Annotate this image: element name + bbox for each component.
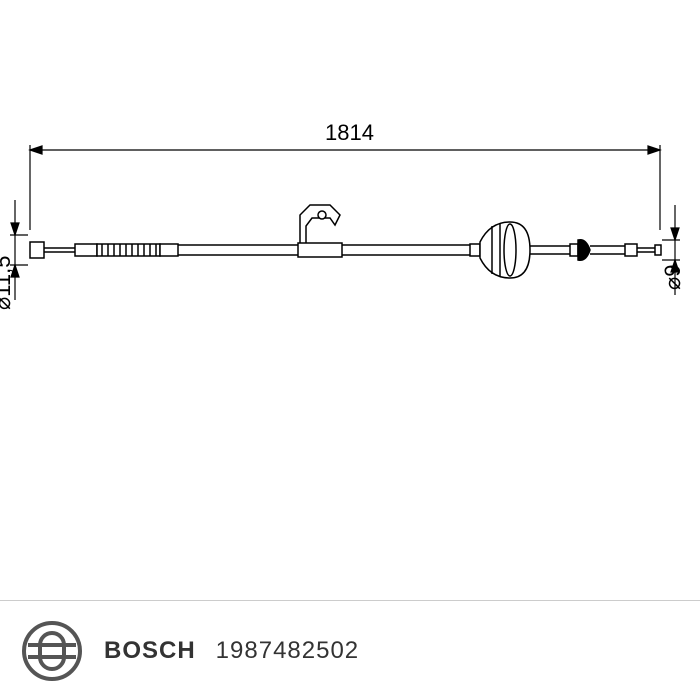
grommet xyxy=(470,222,530,278)
left-diameter-value: ⌀11,5 xyxy=(0,230,16,310)
cable-assembly xyxy=(30,205,661,278)
dimension-overall-length xyxy=(30,145,660,230)
part-number: 1987482502 xyxy=(216,637,359,665)
bosch-logo-icon xyxy=(20,619,84,683)
overall-length-value: 1814 xyxy=(325,120,374,146)
technical-drawing xyxy=(0,0,700,700)
adjuster xyxy=(570,240,590,261)
mounting-bracket xyxy=(298,205,342,257)
brand-name: BOSCH xyxy=(104,637,196,665)
right-diameter-value: ⌀9 xyxy=(660,230,686,290)
footer: BOSCH 1987482502 xyxy=(0,600,700,700)
